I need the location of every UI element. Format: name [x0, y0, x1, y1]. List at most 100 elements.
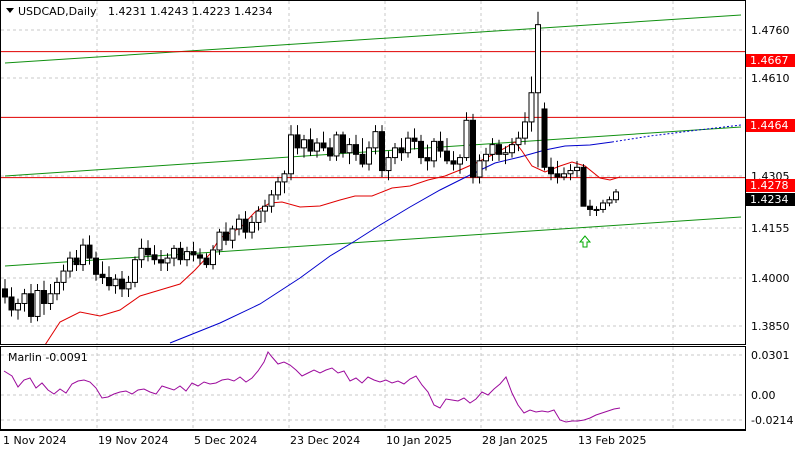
candle-body: [333, 134, 340, 157]
time-axis: 1 Nov 2024 19 Nov 2024 5 Dec 2024 23 Dec…: [3, 434, 646, 447]
candle-body: [593, 208, 600, 211]
candle-body: [2, 288, 8, 298]
candle-body: [197, 254, 203, 259]
candle-body: [158, 259, 164, 264]
candle-body: [450, 160, 457, 165]
candle-body: [47, 293, 54, 304]
date-tick: 23 Dec 2024: [290, 434, 360, 447]
candle-body: [288, 134, 294, 175]
candle-body: [275, 181, 281, 196]
symbol-label: USDCAD,Daily: [18, 5, 97, 18]
candle-body: [184, 251, 190, 261]
candle-body: [41, 290, 47, 304]
candle-body: [294, 134, 301, 149]
candle-body: [515, 137, 522, 146]
candle-body: [600, 202, 606, 210]
candle-body: [223, 231, 229, 241]
candle-body: [340, 134, 346, 154]
candle-body: [281, 173, 288, 183]
candle-body: [353, 144, 359, 155]
candle-body: [405, 137, 411, 154]
candle-body: [86, 244, 93, 259]
candle-body: [60, 270, 67, 283]
candle-body: [125, 281, 132, 290]
blue-moving-average-projection: [611, 124, 742, 143]
main-plot-frame: [0, 0, 746, 345]
date-tick: 28 Jan 2025: [482, 434, 548, 447]
candle-body: [580, 166, 587, 207]
horizontal-levels: [1, 51, 745, 179]
candle-body: [171, 247, 177, 259]
candle-body: [8, 296, 15, 311]
candle-body: [28, 293, 34, 317]
candle-body: [567, 170, 574, 175]
candle-body: [470, 119, 476, 178]
channel-lower-line[interactable]: [4, 216, 742, 267]
channel-middle-line[interactable]: [4, 126, 742, 177]
candle-body: [320, 142, 327, 149]
candle-body: [541, 108, 548, 168]
candle-body: [457, 157, 463, 165]
candle-body: [535, 24, 541, 94]
candle-body: [262, 205, 268, 212]
date-tick: 10 Jan 2025: [386, 434, 452, 447]
candle-body: [392, 147, 398, 159]
candle-body: [424, 157, 431, 162]
candle-body: [463, 119, 470, 159]
arrow-up-icon: [578, 235, 592, 248]
red-moving-average: [45, 141, 621, 344]
date-tick: 13 Feb 2025: [578, 434, 646, 447]
indicator-grid: [1, 347, 745, 429]
indicator-plot-frame: [0, 346, 746, 430]
candle-body: [587, 205, 593, 210]
triangle-down-icon[interactable]: [6, 8, 14, 13]
price-label-1-4278: 1.4278: [750, 179, 789, 192]
ohlc-label: 1.4231 1.4243 1.4223 1.4234: [108, 5, 272, 18]
candle-body: [307, 139, 314, 152]
candle-body: [606, 199, 613, 204]
candle-body: [554, 173, 561, 178]
candle-body: [561, 173, 567, 178]
indicator-tick-zero: 0.00: [751, 389, 776, 402]
candle-body: [385, 157, 392, 172]
date-tick: 5 Dec 2024: [194, 434, 257, 447]
candle-body: [444, 150, 450, 162]
price-tick: 1.3850: [751, 320, 790, 333]
candle-body: [34, 290, 41, 317]
candle-body: [366, 147, 372, 165]
channel-upper-line[interactable]: [4, 14, 742, 64]
candle-body: [418, 140, 424, 159]
marlin-indicator-line: [3, 351, 621, 423]
candle-body: [502, 152, 509, 155]
price-tick: 1.4760: [751, 24, 790, 37]
candle-body: [268, 194, 275, 207]
candle-body: [522, 121, 528, 139]
candle-body: [437, 140, 444, 152]
candle-body: [255, 210, 262, 223]
candle-body: [483, 153, 489, 162]
blue-moving-average: [169, 141, 613, 344]
indicator-label: Marlin -0.0091: [8, 351, 88, 364]
price-labels: 1.4667 1.4464 1.4278 1.4234: [746, 54, 795, 206]
candle-body: [80, 244, 86, 266]
candle-body: [164, 257, 171, 264]
candle-body: [398, 147, 405, 154]
candle-body: [99, 273, 106, 279]
candle-body: [229, 228, 236, 241]
candle-body: [151, 254, 158, 261]
price-label-1-4464: 1.4464: [750, 119, 789, 132]
candle-body: [132, 259, 138, 283]
candle-body: [314, 142, 320, 152]
candle-body: [613, 191, 619, 201]
candle-body: [574, 166, 580, 172]
candle-body: [548, 166, 554, 175]
candle-body: [93, 257, 99, 275]
candle-body: [145, 247, 151, 256]
candle-body: [372, 131, 379, 149]
candle-body: [119, 278, 125, 290]
candle-body: [54, 281, 60, 295]
candle-body: [411, 137, 418, 142]
candle-body: [528, 92, 535, 123]
